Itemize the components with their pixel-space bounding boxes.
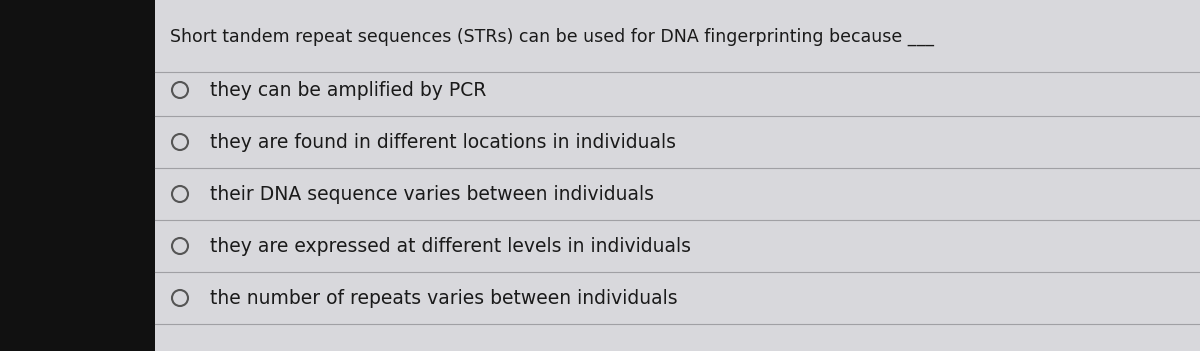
Text: Short tandem repeat sequences (STRs) can be used for DNA fingerprinting because : Short tandem repeat sequences (STRs) can… bbox=[170, 28, 934, 46]
Text: they are found in different locations in individuals: they are found in different locations in… bbox=[210, 132, 676, 152]
Text: the number of repeats varies between individuals: the number of repeats varies between ind… bbox=[210, 289, 678, 307]
Bar bbox=[0, 0, 155, 351]
Bar bbox=[155, 0, 1200, 351]
Text: they are expressed at different levels in individuals: they are expressed at different levels i… bbox=[210, 237, 691, 256]
Text: their DNA sequence varies between individuals: their DNA sequence varies between indivi… bbox=[210, 185, 654, 204]
Text: they can be amplified by PCR: they can be amplified by PCR bbox=[210, 80, 486, 99]
